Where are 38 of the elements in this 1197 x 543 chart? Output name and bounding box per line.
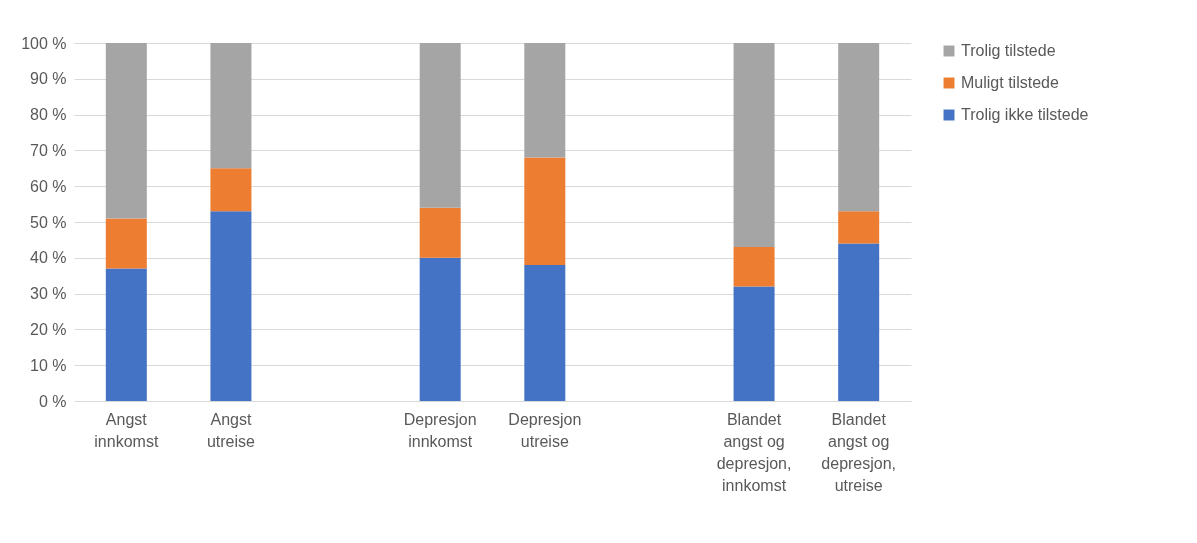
bar [210,211,252,401]
bar [419,257,461,401]
y-tick-label: 100 % [21,34,67,52]
bar [524,157,566,265]
y-tick-label: 60 % [30,177,67,195]
bar [210,43,252,169]
bar [105,218,147,269]
bar [419,43,461,208]
bar [210,168,252,212]
legend-label: Muligt tilstede [961,74,1059,91]
x-tick-label: Angst utreise [206,410,256,450]
y-tick-label: 40 % [30,249,67,267]
y-tick-label: 70 % [30,141,67,159]
bar [733,43,775,248]
y-tick-label: 20 % [30,320,67,338]
bar [524,43,566,158]
bar [105,268,147,401]
y-tick-label: 10 % [30,356,67,374]
legend-label: Trolig tilstede [961,42,1056,59]
y-tick-label: 80 % [30,106,67,124]
bar [838,43,880,212]
bar [838,211,880,244]
y-tick-label: 0 % [38,392,67,410]
bar [524,264,566,401]
bar [733,286,775,401]
y-tick-label: 50 % [30,213,67,231]
x-tick-label: Angst innkomst [94,410,159,450]
x-tick-label: Depresjon utreise [508,410,582,450]
bar [419,207,461,258]
bar [838,243,880,401]
legend-label: Trolig ikke tilstede [961,106,1089,123]
x-tick-label: Depresjon innkomst [403,410,477,450]
x-tick-label: Blandet angst og depresjon, innkomst [716,410,792,494]
bar [105,43,147,219]
bar [733,247,775,287]
x-tick-label: Blandet angst og depresjon, utreise [821,410,897,494]
y-tick-label: 90 % [30,70,67,88]
y-tick-label: 30 % [30,285,67,303]
